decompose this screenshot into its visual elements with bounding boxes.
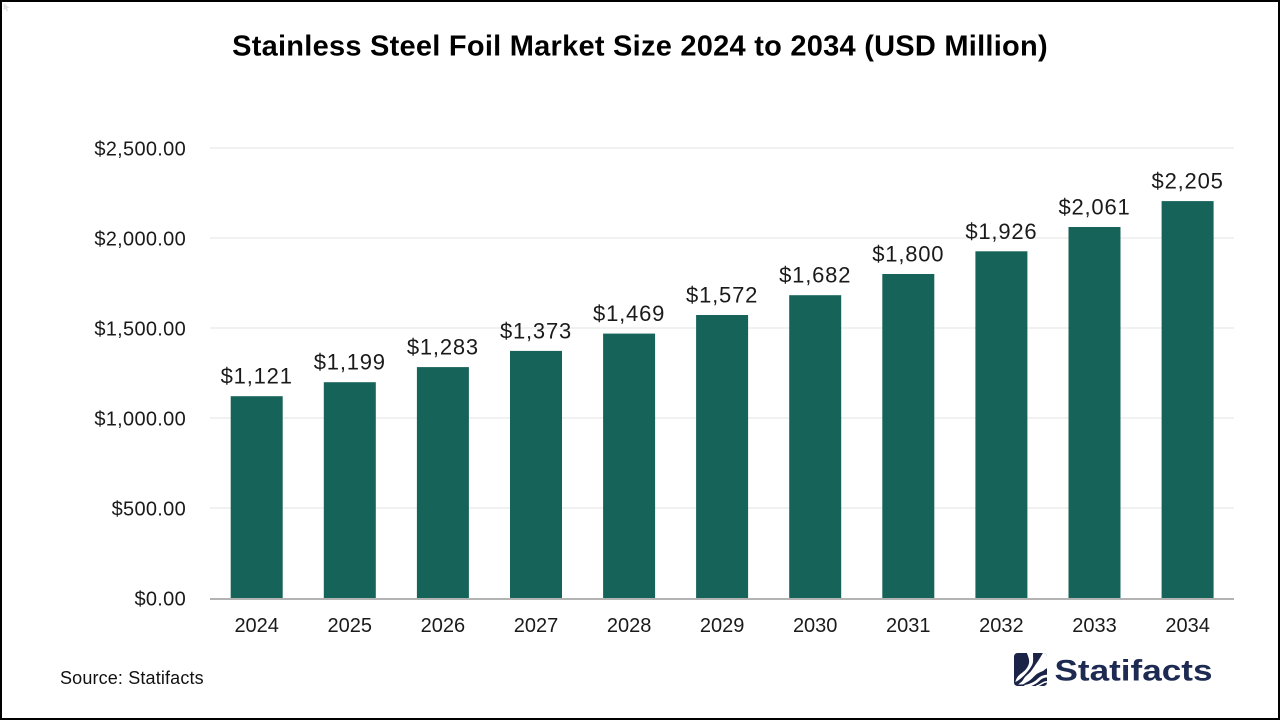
svg-text:Stainless Steel Foil Market Si: Stainless Steel Foil Market Size 2024 to… <box>232 31 1048 63</box>
svg-text:$1,000.00: $1,000.00 <box>94 408 186 430</box>
svg-text:$2,205: $2,205 <box>1152 169 1224 194</box>
svg-text:$1,500.00: $1,500.00 <box>94 318 186 340</box>
svg-text:2032: 2032 <box>979 615 1024 637</box>
svg-text:$1,469: $1,469 <box>593 301 665 326</box>
svg-text:$1,682: $1,682 <box>779 263 851 288</box>
svg-text:Statifacts: Statifacts <box>1055 655 1213 688</box>
svg-text:$1,373: $1,373 <box>500 318 572 343</box>
svg-text:2034: 2034 <box>1165 615 1210 637</box>
svg-text:$1,121: $1,121 <box>221 364 293 389</box>
svg-text:2029: 2029 <box>700 615 745 637</box>
svg-text:2030: 2030 <box>793 615 838 637</box>
svg-text:2025: 2025 <box>328 615 373 637</box>
svg-text:$2,061: $2,061 <box>1058 195 1130 220</box>
svg-text:Source: Statifacts: Source: Statifacts <box>60 668 204 688</box>
svg-text:2027: 2027 <box>514 615 559 637</box>
svg-text:2024: 2024 <box>234 615 279 637</box>
svg-text:2026: 2026 <box>421 615 466 637</box>
svg-text:$1,283: $1,283 <box>407 335 479 360</box>
svg-text:$0.00: $0.00 <box>134 588 186 610</box>
svg-text:$1,572: $1,572 <box>686 283 758 308</box>
svg-text:$1,926: $1,926 <box>965 219 1037 244</box>
svg-text:$2,500.00: $2,500.00 <box>94 138 186 160</box>
svg-text:$500.00: $500.00 <box>112 498 186 520</box>
svg-text:2028: 2028 <box>607 615 652 637</box>
svg-text:$1,199: $1,199 <box>314 350 386 375</box>
svg-text:2031: 2031 <box>886 615 931 637</box>
svg-text:$2,000.00: $2,000.00 <box>94 228 186 250</box>
svg-text:2033: 2033 <box>1072 615 1117 637</box>
svg-text:$1,800: $1,800 <box>872 242 944 267</box>
